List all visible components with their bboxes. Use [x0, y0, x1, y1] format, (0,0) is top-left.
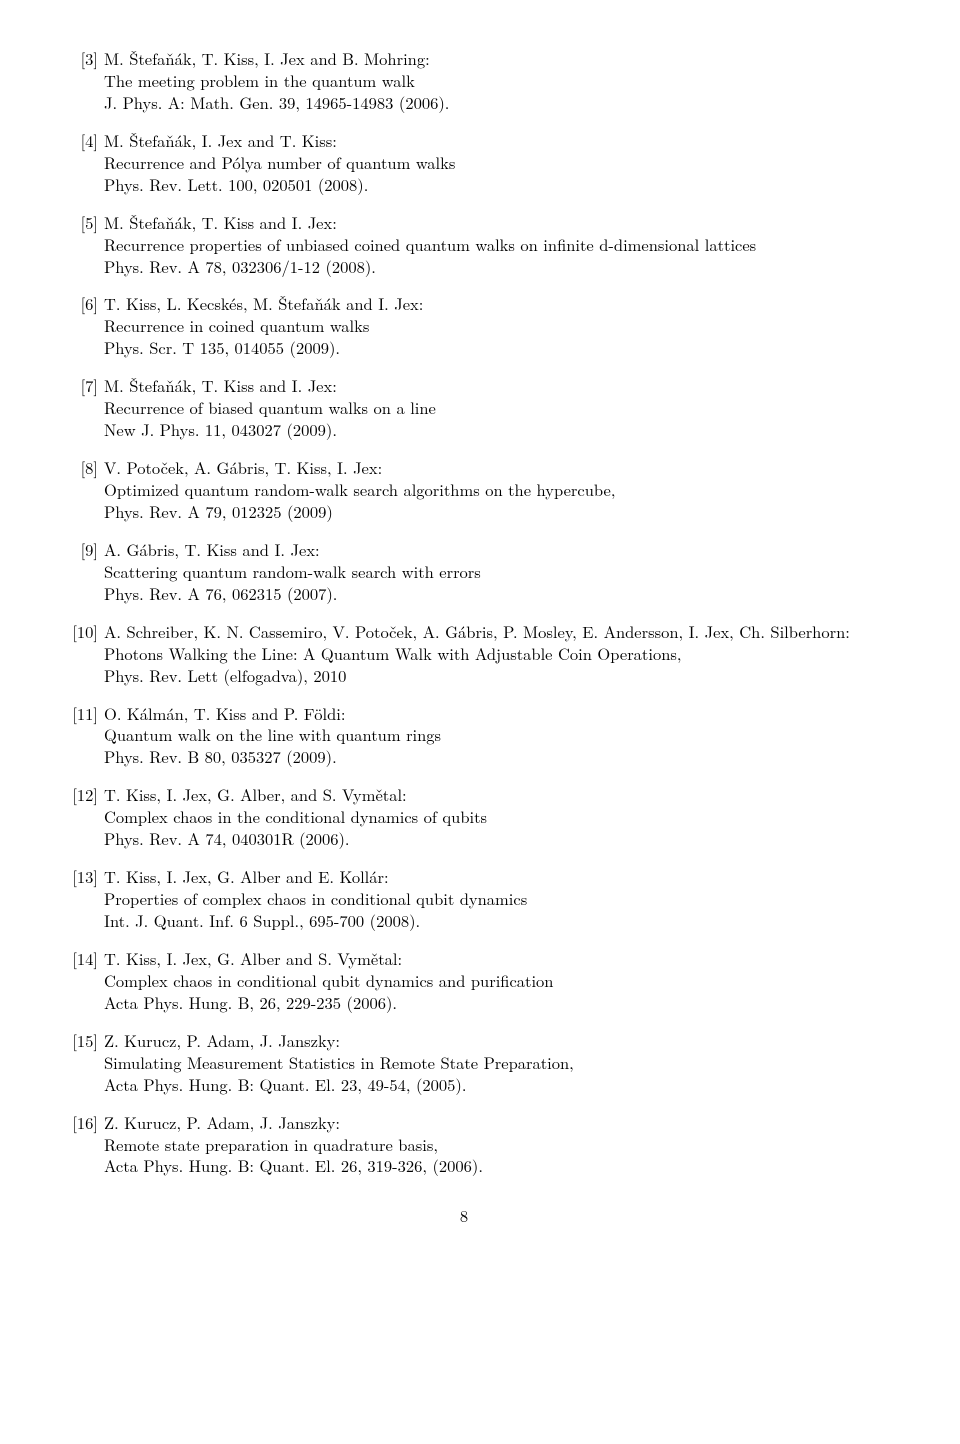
reference-number: [12] [64, 784, 104, 850]
reference-line: Quantum walk on the line with quantum ri… [104, 724, 864, 746]
reference-line: Phys. Rev. A 78, 032306/1-12 (2008). [104, 256, 864, 278]
reference-number: [5] [64, 212, 104, 278]
reference-line: New J. Phys. 11, 043027 (2009). [104, 419, 864, 441]
reference-body: M. Štefaňák, T. Kiss, I. Jex and B. Mohr… [104, 48, 864, 114]
reference-number: [9] [64, 539, 104, 605]
reference-line: T. Kiss, L. Kecskés, M. Štefaňák and I. … [104, 293, 864, 315]
reference-item: [13]T. Kiss, I. Jex, G. Alber and E. Kol… [64, 866, 864, 932]
reference-line: Acta Phys. Hung. B: Quant. El. 26, 319-3… [104, 1155, 864, 1177]
reference-line: The meeting problem in the quantum walk [104, 70, 864, 92]
reference-line: Int. J. Quant. Inf. 6 Suppl., 695-700 (2… [104, 910, 864, 932]
reference-item: [11]O. Kálmán, T. Kiss and P. Földi:Quan… [64, 703, 864, 769]
reference-body: T. Kiss, I. Jex, G. Alber and S. Vymětal… [104, 948, 864, 1014]
reference-body: M. Štefaňák, I. Jex and T. Kiss:Recurren… [104, 130, 864, 196]
reference-line: Recurrence and Pólya number of quantum w… [104, 152, 864, 174]
reference-body: V. Potoček, A. Gábris, T. Kiss, I. Jex:O… [104, 457, 864, 523]
reference-body: O. Kálmán, T. Kiss and P. Földi:Quantum … [104, 703, 864, 769]
reference-number: [14] [64, 948, 104, 1014]
reference-line: Complex chaos in conditional qubit dynam… [104, 970, 864, 992]
reference-item: [15]Z. Kurucz, P. Adam, J. Janszky:Simul… [64, 1030, 864, 1096]
reference-number: [16] [64, 1112, 104, 1178]
reference-line: Acta Phys. Hung. B: Quant. El. 23, 49-54… [104, 1074, 864, 1096]
reference-line: Phys. Rev. B 80, 035327 (2009). [104, 746, 864, 768]
reference-item: [5]M. Štefaňák, T. Kiss and I. Jex:Recur… [64, 212, 864, 278]
reference-item: [9]A. Gábris, T. Kiss and I. Jex:Scatter… [64, 539, 864, 605]
reference-body: M. Štefaňák, T. Kiss and I. Jex:Recurren… [104, 375, 864, 441]
reference-number: [13] [64, 866, 104, 932]
reference-line: A. Schreiber, K. N. Cassemiro, V. Potoče… [104, 621, 864, 643]
reference-item: [7]M. Štefaňák, T. Kiss and I. Jex:Recur… [64, 375, 864, 441]
reference-item: [8]V. Potoček, A. Gábris, T. Kiss, I. Je… [64, 457, 864, 523]
reference-body: T. Kiss, I. Jex, G. Alber and E. Kollár:… [104, 866, 864, 932]
reference-line: Phys. Rev. Lett. 100, 020501 (2008). [104, 174, 864, 196]
reference-body: A. Schreiber, K. N. Cassemiro, V. Potoče… [104, 621, 864, 687]
reference-body: A. Gábris, T. Kiss and I. Jex:Scattering… [104, 539, 864, 605]
reference-item: [4]M. Štefaňák, I. Jex and T. Kiss:Recur… [64, 130, 864, 196]
reference-line: Recurrence properties of unbiased coined… [104, 234, 864, 256]
reference-body: Z. Kurucz, P. Adam, J. Janszky:Simulatin… [104, 1030, 864, 1096]
reference-number: [15] [64, 1030, 104, 1096]
reference-number: [10] [64, 621, 104, 687]
page-number: 8 [64, 1205, 864, 1227]
reference-line: T. Kiss, I. Jex, G. Alber and E. Kollár: [104, 866, 864, 888]
reference-line: T. Kiss, I. Jex, G. Alber, and S. Vyměta… [104, 784, 864, 806]
reference-line: J. Phys. A: Math. Gen. 39, 14965-14983 (… [104, 92, 864, 114]
reference-body: T. Kiss, I. Jex, G. Alber, and S. Vyměta… [104, 784, 864, 850]
reference-body: Z. Kurucz, P. Adam, J. Janszky:Remote st… [104, 1112, 864, 1178]
reference-item: [14]T. Kiss, I. Jex, G. Alber and S. Vym… [64, 948, 864, 1014]
reference-number: [3] [64, 48, 104, 114]
reference-line: M. Štefaňák, I. Jex and T. Kiss: [104, 130, 864, 152]
references-list: [3]M. Štefaňák, T. Kiss, I. Jex and B. M… [64, 48, 864, 1177]
reference-line: Recurrence in coined quantum walks [104, 315, 864, 337]
reference-number: [6] [64, 293, 104, 359]
reference-line: M. Štefaňák, T. Kiss and I. Jex: [104, 212, 864, 234]
reference-line: Simulating Measurement Statistics in Rem… [104, 1052, 864, 1074]
reference-line: Scattering quantum random-walk search wi… [104, 561, 864, 583]
reference-line: T. Kiss, I. Jex, G. Alber and S. Vymětal… [104, 948, 864, 970]
reference-line: Acta Phys. Hung. B, 26, 229-235 (2006). [104, 992, 864, 1014]
reference-item: [10]A. Schreiber, K. N. Cassemiro, V. Po… [64, 621, 864, 687]
reference-line: Phys. Rev. A 79, 012325 (2009) [104, 501, 864, 523]
reference-line: Phys. Scr. T 135, 014055 (2009). [104, 337, 864, 359]
reference-line: Z. Kurucz, P. Adam, J. Janszky: [104, 1030, 864, 1052]
reference-line: Phys. Rev. Lett (elfogadva), 2010 [104, 665, 864, 687]
reference-line: Phys. Rev. A 76, 062315 (2007). [104, 583, 864, 605]
reference-line: Z. Kurucz, P. Adam, J. Janszky: [104, 1112, 864, 1134]
reference-item: [12]T. Kiss, I. Jex, G. Alber, and S. Vy… [64, 784, 864, 850]
reference-number: [11] [64, 703, 104, 769]
reference-line: O. Kálmán, T. Kiss and P. Földi: [104, 703, 864, 725]
reference-line: Complex chaos in the conditional dynamic… [104, 806, 864, 828]
reference-line: M. Štefaňák, T. Kiss and I. Jex: [104, 375, 864, 397]
reference-line: Remote state preparation in quadrature b… [104, 1134, 864, 1156]
reference-body: M. Štefaňák, T. Kiss and I. Jex:Recurren… [104, 212, 864, 278]
reference-line: A. Gábris, T. Kiss and I. Jex: [104, 539, 864, 561]
reference-item: [6]T. Kiss, L. Kecskés, M. Štefaňák and … [64, 293, 864, 359]
reference-body: T. Kiss, L. Kecskés, M. Štefaňák and I. … [104, 293, 864, 359]
reference-line: M. Štefaňák, T. Kiss, I. Jex and B. Mohr… [104, 48, 864, 70]
reference-line: Optimized quantum random-walk search alg… [104, 479, 864, 501]
reference-number: [8] [64, 457, 104, 523]
reference-line: Phys. Rev. A 74, 040301R (2006). [104, 828, 864, 850]
reference-line: Photons Walking the Line: A Quantum Walk… [104, 643, 864, 665]
reference-item: [3]M. Štefaňák, T. Kiss, I. Jex and B. M… [64, 48, 864, 114]
reference-number: [7] [64, 375, 104, 441]
reference-item: [16]Z. Kurucz, P. Adam, J. Janszky:Remot… [64, 1112, 864, 1178]
reference-line: V. Potoček, A. Gábris, T. Kiss, I. Jex: [104, 457, 864, 479]
reference-line: Properties of complex chaos in condition… [104, 888, 864, 910]
reference-line: Recurrence of biased quantum walks on a … [104, 397, 864, 419]
reference-number: [4] [64, 130, 104, 196]
